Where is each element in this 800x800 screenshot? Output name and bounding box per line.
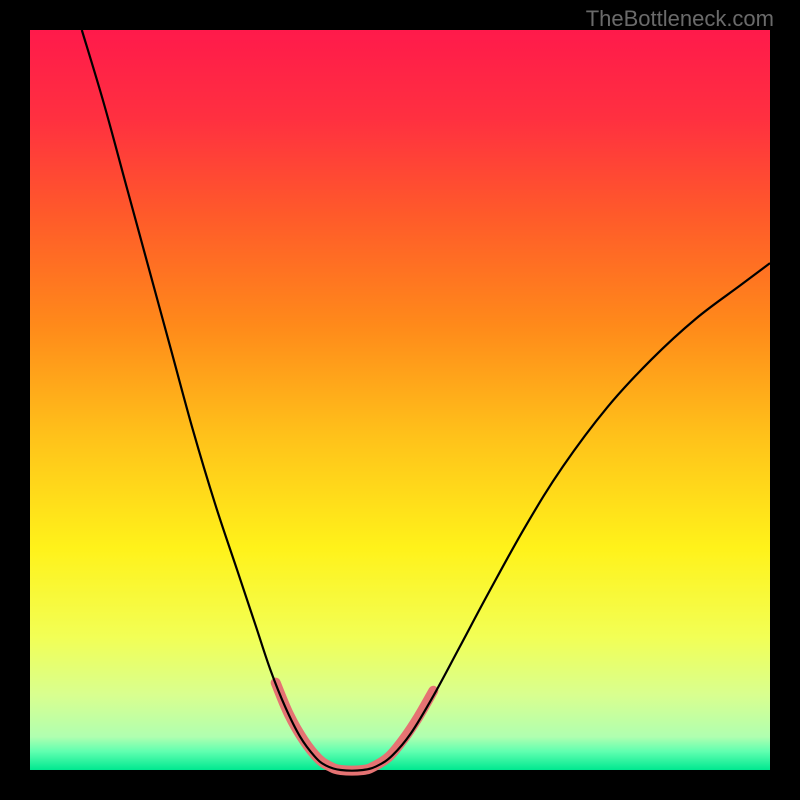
watermark-text: TheBottleneck.com (586, 6, 774, 32)
chart-stage: TheBottleneck.com (0, 0, 800, 800)
gradient-plot-area (30, 30, 770, 770)
